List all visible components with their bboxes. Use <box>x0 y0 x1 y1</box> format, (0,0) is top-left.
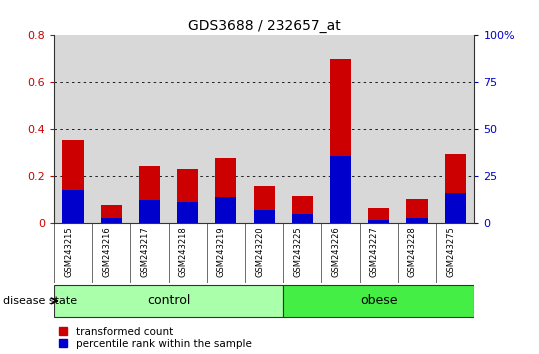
Text: GSM243218: GSM243218 <box>178 226 188 277</box>
Bar <box>445 193 466 223</box>
Title: GDS3688 / 232657_at: GDS3688 / 232657_at <box>188 19 341 33</box>
Bar <box>54 285 283 317</box>
Bar <box>63 140 84 223</box>
Bar <box>330 59 351 223</box>
Bar <box>368 219 389 223</box>
Text: GSM243275: GSM243275 <box>446 226 455 277</box>
Bar <box>177 202 198 223</box>
Bar <box>101 205 122 223</box>
Bar <box>406 199 427 223</box>
Text: GSM243228: GSM243228 <box>408 226 417 277</box>
Bar <box>292 196 313 223</box>
Bar <box>253 186 274 223</box>
Bar <box>283 285 474 317</box>
Text: GSM243215: GSM243215 <box>64 226 73 277</box>
Text: disease state: disease state <box>3 296 77 306</box>
Text: control: control <box>147 295 190 307</box>
Bar <box>63 190 84 223</box>
Bar <box>139 200 160 223</box>
Bar <box>330 156 351 223</box>
Bar <box>177 169 198 223</box>
Legend: transformed count, percentile rank within the sample: transformed count, percentile rank withi… <box>59 327 252 349</box>
Bar <box>139 166 160 223</box>
Text: GSM243220: GSM243220 <box>255 226 264 277</box>
Bar <box>292 214 313 223</box>
Bar <box>253 210 274 223</box>
Text: GSM243219: GSM243219 <box>217 226 226 277</box>
Text: GSM243226: GSM243226 <box>331 226 341 277</box>
Bar <box>445 154 466 223</box>
Text: GSM243216: GSM243216 <box>102 226 111 277</box>
Bar <box>406 218 427 223</box>
Text: GSM243217: GSM243217 <box>141 226 149 277</box>
Bar <box>216 197 237 223</box>
Bar <box>216 158 237 223</box>
Text: GSM243225: GSM243225 <box>293 226 302 277</box>
Text: obese: obese <box>360 295 398 307</box>
Bar <box>101 218 122 223</box>
Bar <box>368 208 389 223</box>
Text: GSM243227: GSM243227 <box>370 226 379 277</box>
